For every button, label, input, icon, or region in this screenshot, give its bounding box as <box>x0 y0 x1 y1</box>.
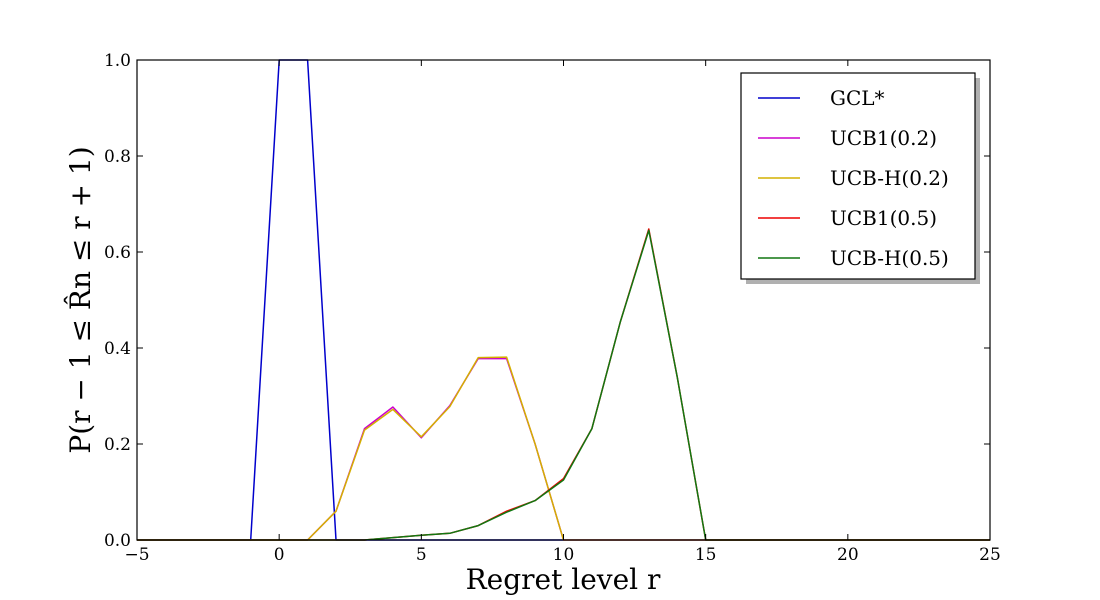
y-tick-label: 0.8 <box>104 147 131 167</box>
y-tick-label: 1.0 <box>104 51 131 71</box>
x-tick-label: 5 <box>416 545 427 565</box>
legend-entries: GCL* UCB1(0.2) UCB-H(0.2) UCB1(0.5) UCB-H(0.… <box>758 86 949 270</box>
legend: GCL* UCB1(0.2) UCB-H(0.2) UCB1(0.5) UCB-H(0.… <box>740 72 980 284</box>
legend-label-2: UCB-H(0.2) <box>830 166 949 190</box>
y-tick-label: 0.6 <box>104 243 131 263</box>
y-tick-label: 0.0 <box>104 531 131 551</box>
x-tick-label: 15 <box>695 545 717 565</box>
series-line-2 <box>137 356 990 541</box>
legend-label-4: UCB-H(0.5) <box>830 246 949 270</box>
y-tick-label: 0.4 <box>104 339 131 359</box>
legend-label-3: UCB1(0.5) <box>830 206 937 230</box>
series-line-1 <box>137 357 990 541</box>
legend-label-0: GCL* <box>830 86 885 110</box>
x-tick-label: −5 <box>124 545 149 565</box>
x-tick-label: 25 <box>979 545 1001 565</box>
ticks-layer <box>136 59 991 541</box>
y-tick-label: 0.2 <box>104 435 131 455</box>
x-axis-label: Regret level r <box>466 563 661 596</box>
legend-label-1: UCB1(0.2) <box>830 126 937 150</box>
x-tick-label: 10 <box>553 545 575 565</box>
y-axis-label: P(r − 1 ≤ R̂n ≤ r + 1) <box>64 146 97 453</box>
x-tick-label: 0 <box>274 545 285 565</box>
legend-box <box>740 72 976 280</box>
tick-labels: −5 0 5 10 15 20 25 0.0 0.2 0.4 0.6 0.8 1.0 <box>104 51 1001 565</box>
x-tick-label: 20 <box>837 545 859 565</box>
